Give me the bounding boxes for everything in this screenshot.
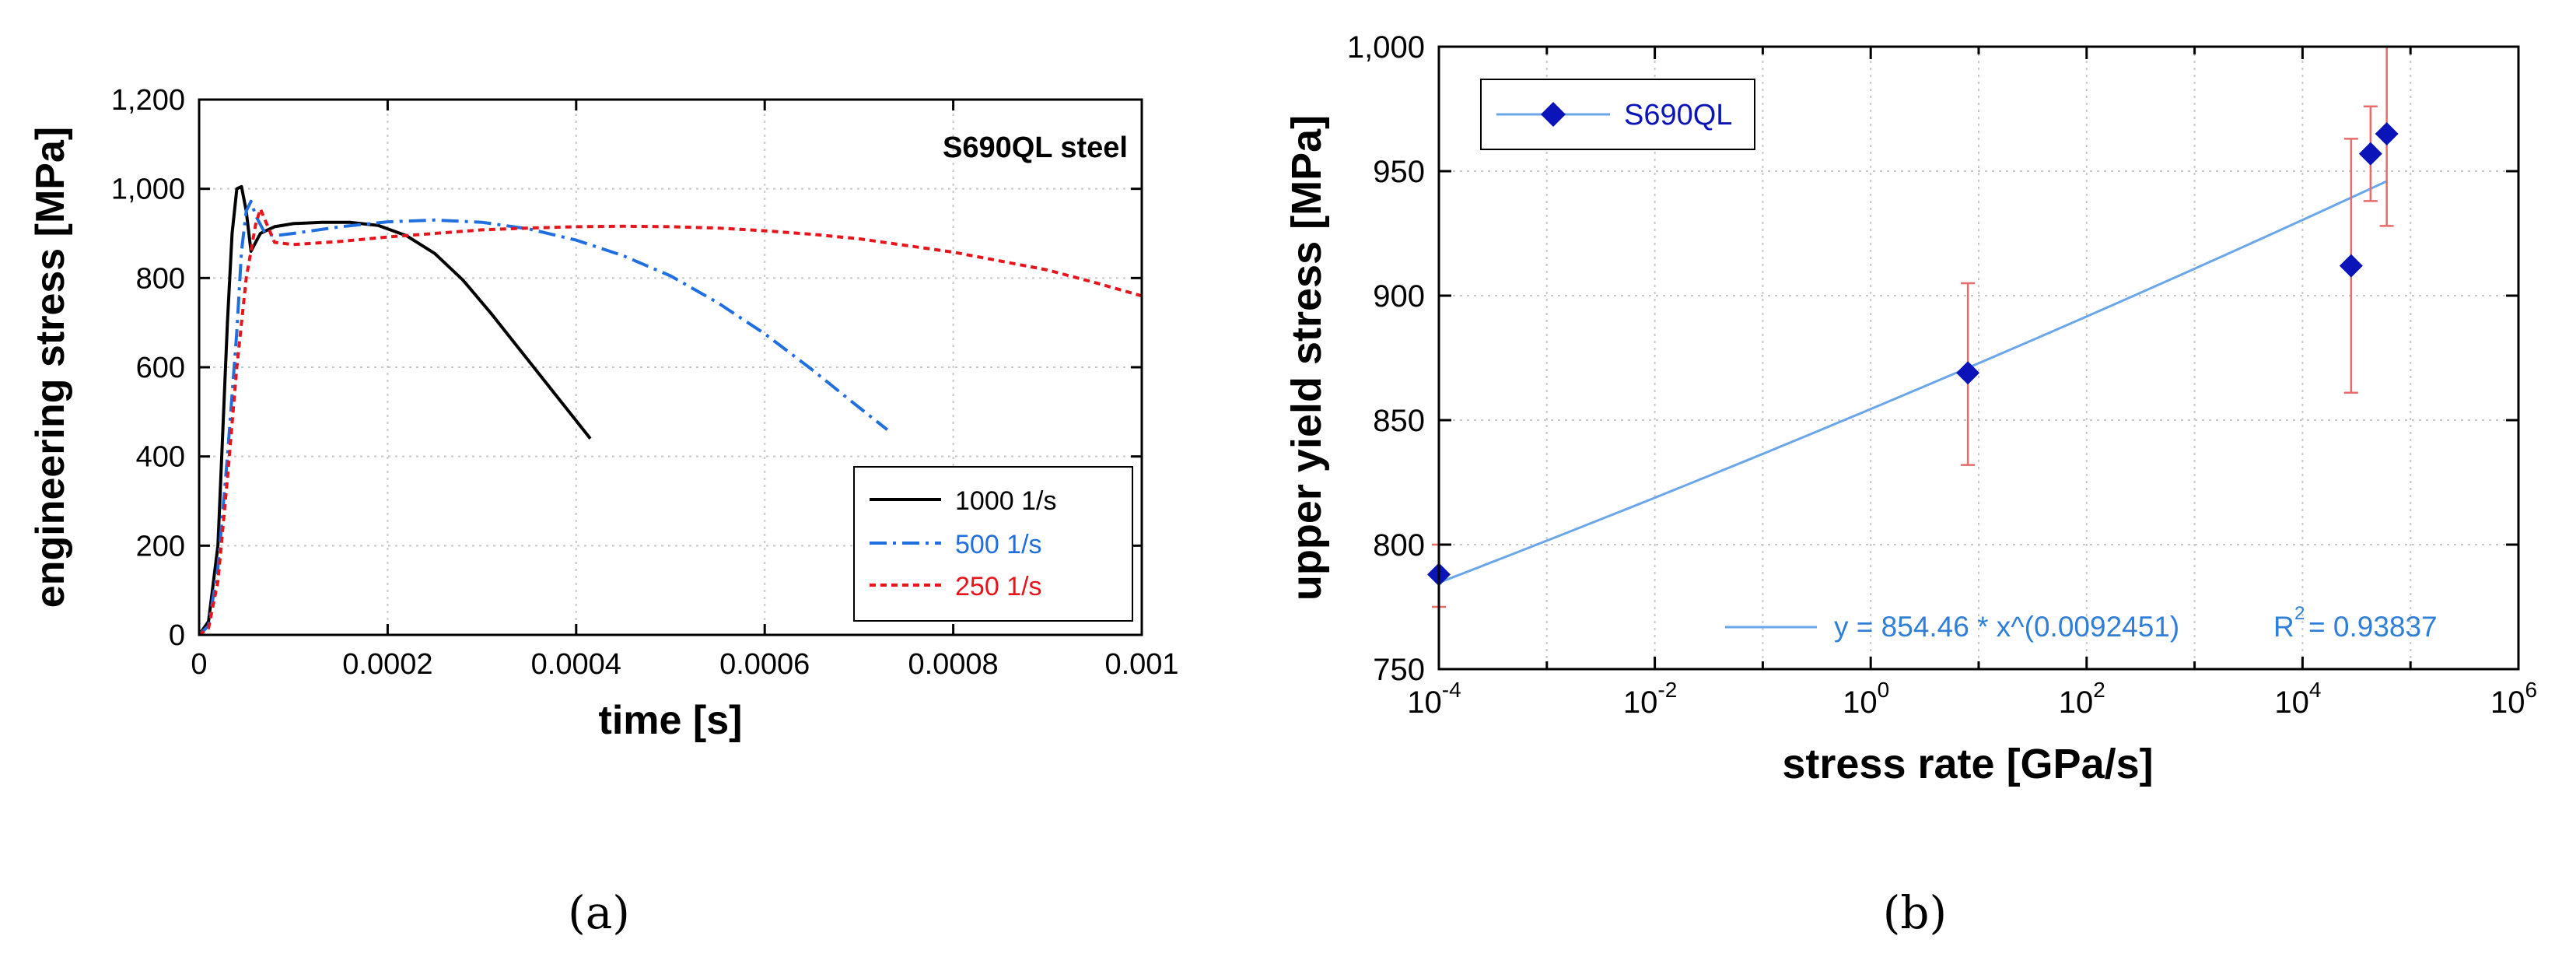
chart-b-fit-r2-sup: 2 <box>2294 603 2305 624</box>
chart-a-y-tick-labels: 0 200 400 600 800 1,000 1,200 <box>111 84 185 652</box>
chart-a-y-tick-label: 400 <box>136 441 185 474</box>
chart-b-data-point <box>2339 254 2363 278</box>
chart-b-y-tick-label: 1,000 <box>1347 30 1425 65</box>
chart-a-legend-label-1000: 1000 1/s <box>955 486 1056 516</box>
chart-b-y-tick-label: 850 <box>1373 404 1425 438</box>
chart-b-legend-label: S690QL <box>1624 99 1732 131</box>
chart-b-x-tick-label: 106 <box>2490 678 2537 720</box>
chart-a-caption: (a) <box>568 886 630 939</box>
chart-a-series-1000 <box>198 184 592 636</box>
chart-a-x-tick-label: 0 <box>191 648 207 681</box>
chart-b-fit-annotation: y = 854.46 * x^(0.0092451) R 2 = 0.93837 <box>1725 603 2438 643</box>
chart-b-y-tick-labels: 750 800 850 900 950 1,000 <box>1347 30 1425 687</box>
chart-a-x-axis-label: time [s] <box>599 698 743 743</box>
chart-b-fit-r2-value: = 0.93837 <box>2308 611 2438 643</box>
chart-b-x-tick-label: 100 <box>1843 678 1889 720</box>
chart-a-y-tick-label: 800 <box>136 262 185 295</box>
chart-a-legend-label-500: 500 1/s <box>955 530 1042 559</box>
chart-b-data-point <box>2375 122 2399 145</box>
chart-b-ticks <box>1437 45 2520 671</box>
chart-b-data-point <box>1956 361 1980 385</box>
chart-a-series-group <box>198 184 1143 636</box>
chart-b-legend-swatch-marker <box>1541 102 1566 127</box>
chart-b-x-tick-label: 104 <box>2274 678 2321 720</box>
chart-b-points <box>1427 122 2399 587</box>
chart-a-y-tick-label: 200 <box>136 530 185 563</box>
chart-b-y-tick-label: 750 <box>1373 653 1425 687</box>
chart-b-fit-line <box>1438 180 2388 584</box>
chart-b-fit-r2-prefix: R <box>2273 611 2294 643</box>
chart-a-x-tick-label: 0.0006 <box>719 648 810 681</box>
chart-b-x-tick-label: 10-2 <box>1623 678 1677 720</box>
chart-a-y-tick-label: 600 <box>136 352 185 384</box>
chart-a-x-tick-label: 0.001 <box>1104 648 1178 681</box>
chart-b-fit-group <box>1438 180 2388 584</box>
chart-b-legend: S690QL <box>1480 79 1755 150</box>
chart-b-fit-equation: y = 854.46 * x^(0.0092451) <box>1834 611 2179 643</box>
chart-a-y-tick-label: 0 <box>169 619 185 652</box>
chart-b-caption: (b) <box>1883 886 1947 939</box>
chart-b-y-tick-label: 800 <box>1373 528 1425 563</box>
chart-b-y-tick-label: 900 <box>1373 279 1425 314</box>
chart-a-x-tick-label: 0.0008 <box>908 648 998 681</box>
chart-b-y-axis-label: upper yield stress [MPa] <box>1283 115 1330 601</box>
chart-a: 0 0.0002 0.0004 0.0006 0.0008 0.001 0 200 400 60… <box>28 84 1179 939</box>
chart-b-x-tick-label: 10-4 <box>1407 678 1461 720</box>
chart-b-x-tick-label: 102 <box>2059 678 2105 720</box>
chart-b-y-tick-label: 950 <box>1373 155 1425 189</box>
chart-a-legend: 1000 1/s 500 1/s 250 1/s <box>853 466 1133 622</box>
chart-a-y-axis-label: engineering stress [MPa] <box>28 127 73 608</box>
chart-b-x-tick-labels: 10-4 10-2 100 102 104 106 <box>1407 678 2537 720</box>
chart-a-x-tick-label: 0.0004 <box>531 648 621 681</box>
chart-a-x-tick-labels: 0 0.0002 0.0004 0.0006 0.0008 0.001 <box>191 648 1178 681</box>
chart-a-annotation: S690QL steel <box>943 131 1128 164</box>
chart-b-data-point <box>2358 142 2382 166</box>
chart-b: 10-4 10-2 100 102 104 106 750 800 850 900 950 1,00… <box>1283 30 2537 939</box>
chart-a-legend-box <box>853 466 1133 622</box>
chart-a-ticks <box>198 98 1143 636</box>
chart-a-legend-label-250: 250 1/s <box>955 572 1042 601</box>
chart-a-grid <box>199 100 1142 635</box>
chart-a-x-tick-label: 0.0002 <box>342 648 432 681</box>
chart-a-y-tick-label: 1,000 <box>111 174 185 206</box>
chart-b-x-axis-label: stress rate [GPa/s] <box>1782 741 2153 787</box>
chart-b-grid <box>1439 47 2518 669</box>
chart-a-series-250 <box>198 207 1143 636</box>
chart-a-y-tick-label: 1,200 <box>111 84 185 117</box>
chart-a-series-500 <box>198 199 889 636</box>
